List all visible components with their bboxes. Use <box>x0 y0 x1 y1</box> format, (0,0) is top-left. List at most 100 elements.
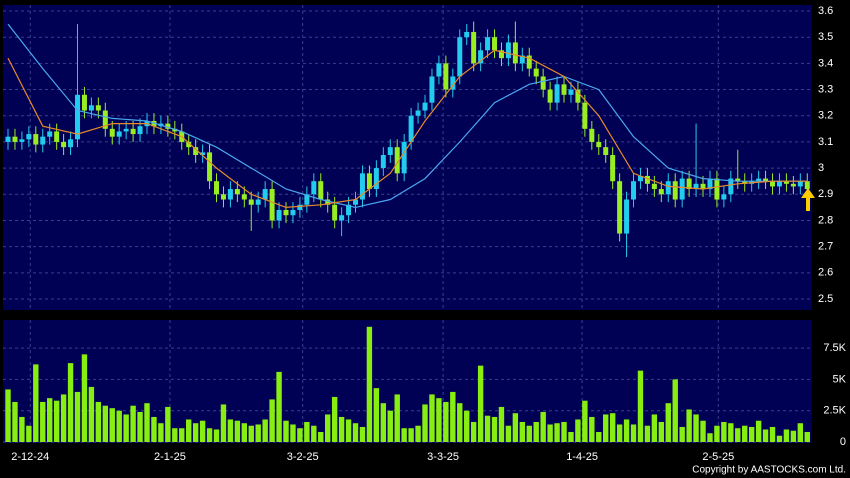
candle-body <box>526 55 532 69</box>
volume-bar <box>19 416 25 442</box>
volume-bar <box>213 429 220 442</box>
volume-bar <box>123 414 129 442</box>
volume-bar <box>450 391 456 442</box>
y-tick-label: 3.6 <box>818 5 833 17</box>
candle-body <box>33 134 39 145</box>
volume-bar <box>304 421 310 442</box>
candle-body <box>297 204 303 210</box>
candle-body <box>637 175 643 182</box>
candle-body <box>408 115 414 142</box>
candle-body <box>415 110 421 116</box>
candle-body <box>485 37 491 51</box>
candle-body <box>373 168 379 190</box>
candle-body <box>109 128 115 137</box>
volume-bar <box>186 419 192 442</box>
volume-bar <box>582 400 588 442</box>
volume-bar <box>728 423 734 442</box>
candle-body <box>262 189 268 200</box>
candle-body <box>325 199 331 205</box>
volume-bar <box>477 365 484 442</box>
x-tick-label: 1-4-25 <box>566 451 598 463</box>
candle-body <box>783 181 789 184</box>
volume-bar <box>769 426 776 442</box>
volume-tick-label: 2.5K <box>823 405 846 417</box>
candle-body <box>380 155 386 169</box>
x-tick-label: 3-2-25 <box>287 451 319 463</box>
volume-bar <box>505 425 512 442</box>
volume-bar <box>33 364 39 442</box>
volume-bar <box>637 370 644 442</box>
volume-bar <box>283 420 289 442</box>
candle-body <box>582 102 588 129</box>
volume-bar <box>651 414 658 442</box>
volume-bar <box>498 406 505 442</box>
volume-bar <box>776 435 783 442</box>
candle-body <box>533 68 539 77</box>
volume-bar <box>144 403 150 442</box>
volume-bar <box>561 421 567 442</box>
price-panel <box>3 5 812 310</box>
volume-bar <box>457 403 463 442</box>
candle-body <box>359 173 365 200</box>
volume-bar <box>192 423 199 442</box>
candle-body <box>443 63 449 90</box>
candle-body <box>603 147 609 156</box>
volume-bar <box>491 416 498 442</box>
candle-body <box>610 155 616 182</box>
volume-bar <box>721 421 727 442</box>
volume-bar <box>387 410 393 442</box>
candle-body <box>220 194 226 200</box>
candle-body <box>693 183 699 190</box>
candle-body <box>679 178 685 200</box>
candle-body <box>227 189 233 200</box>
volume-bar <box>554 423 560 442</box>
candle-body <box>464 31 470 38</box>
plot-layer: 2.5 2.6 2.7 2.8 2.9 3 3.1 3.2 3.3 3.4 3.5 3.6 0 2.5K 5… <box>3 5 847 463</box>
candle-body <box>207 152 213 182</box>
candle-body <box>728 178 734 195</box>
candle-body <box>700 183 706 190</box>
volume-bar <box>338 416 345 442</box>
candle-body <box>387 147 393 156</box>
volume-bar <box>470 421 477 442</box>
volume-bar <box>714 425 720 442</box>
candle-body <box>353 199 359 205</box>
candle-body <box>631 181 637 200</box>
y-tick-label: 3 <box>818 162 824 174</box>
candle-body <box>269 189 275 221</box>
volume-bar <box>616 424 623 442</box>
volume-bar <box>575 419 581 442</box>
volume-bar <box>589 416 595 442</box>
volume-bar <box>255 424 261 442</box>
candle-body <box>457 37 463 77</box>
candle-body <box>797 181 803 187</box>
volume-bar <box>415 425 421 442</box>
volume-bar <box>735 428 741 442</box>
candle-body <box>26 134 32 140</box>
candle-body <box>568 89 574 95</box>
volume-bar <box>40 401 46 442</box>
volume-bar <box>206 428 213 442</box>
candle-body <box>763 178 769 182</box>
volume-bar <box>5 389 11 442</box>
volume-bar <box>783 429 790 442</box>
candle-body <box>401 141 407 174</box>
candle-body <box>512 42 518 64</box>
candle-body <box>707 178 713 190</box>
candle-body <box>714 178 720 200</box>
volume-bar <box>318 431 324 442</box>
candle-body <box>75 94 81 140</box>
y-tick-label: 2.5 <box>818 293 833 305</box>
candle-body <box>81 94 87 111</box>
volume-bar <box>311 425 317 442</box>
y-tick-label: 3.4 <box>818 57 833 69</box>
candle-body <box>5 136 11 142</box>
volume-bar <box>443 401 449 442</box>
candle-body <box>478 50 484 64</box>
volume-bar <box>658 421 665 442</box>
volume-bar <box>429 394 435 442</box>
candle-body <box>575 89 581 103</box>
candle-body <box>95 105 101 111</box>
candle-body <box>332 204 338 221</box>
